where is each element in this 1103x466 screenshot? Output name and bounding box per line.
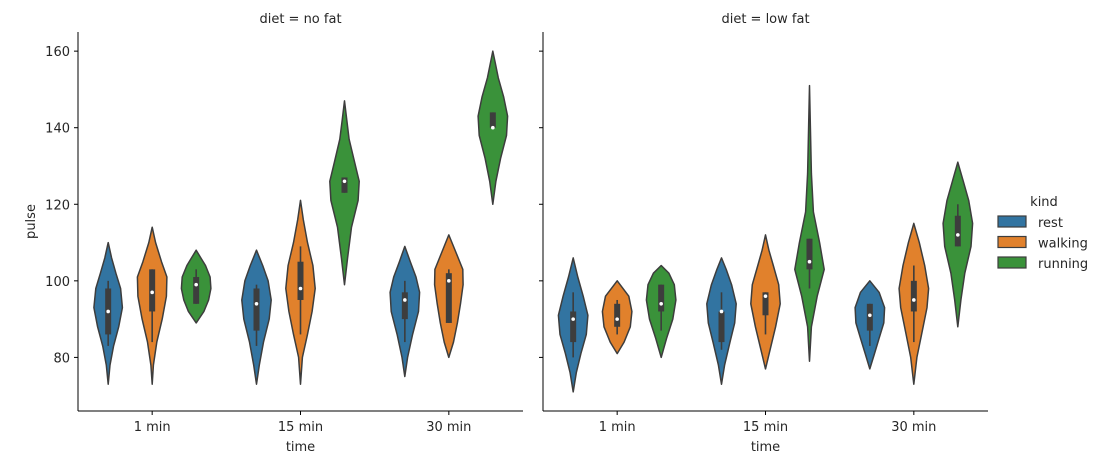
violin-median-point <box>254 302 259 306</box>
x-tick-label: 30 min <box>891 420 936 435</box>
violin-iqr-box <box>401 292 408 320</box>
legend-label: running <box>1038 257 1088 272</box>
violin-group <box>241 249 272 385</box>
violin-group <box>93 241 124 385</box>
violin-median-point <box>150 290 154 295</box>
violin-group <box>645 264 677 359</box>
violin-iqr-box <box>149 269 156 312</box>
violin-median-point <box>719 309 724 314</box>
legend-label: walking <box>1038 237 1088 252</box>
violin-iqr-box <box>253 288 260 331</box>
violin-group <box>389 245 421 378</box>
violin-median-point <box>447 279 451 283</box>
violin-group <box>794 84 825 362</box>
violin-iqr-box <box>193 277 200 304</box>
legend-label: rest <box>1038 216 1063 231</box>
violin-median-point <box>194 282 198 287</box>
violin-median-point <box>956 233 960 237</box>
violin-iqr-box <box>445 273 452 323</box>
y-tick-label: 160 <box>45 45 70 60</box>
violin-group <box>854 280 886 370</box>
violin-iqr-box <box>614 303 621 327</box>
violin-group <box>285 199 316 385</box>
violin-group <box>898 222 930 385</box>
violin-median-point <box>763 294 768 298</box>
violin-iqr-box <box>297 261 304 300</box>
legend-title: kind <box>1030 195 1058 210</box>
violin-iqr-box <box>570 311 577 343</box>
facet-panel: diet = no fat 80 100 120 140 160 1 min 15 min 30… <box>45 12 523 455</box>
violin-group <box>477 50 509 206</box>
y-tick-label: 80 <box>53 351 70 366</box>
legend-swatch <box>997 215 1027 228</box>
violin-body <box>794 84 825 362</box>
legend: kind rest walking running <box>997 195 1088 272</box>
facet-title: diet = no fat <box>259 12 341 27</box>
violin-group <box>433 234 464 359</box>
violin-iqr-box <box>806 238 813 270</box>
y-axis-label: pulse <box>24 204 39 239</box>
y-tick-label: 140 <box>45 122 70 137</box>
violin-group <box>601 280 633 355</box>
violin-median-point <box>615 317 619 321</box>
violin-group <box>942 161 974 328</box>
x-tick-label: 1 min <box>134 420 171 435</box>
violin-iqr-box <box>910 280 917 312</box>
x-tick-label: 15 min <box>743 420 788 435</box>
legend-swatch <box>997 256 1027 269</box>
x-axis-label: time <box>751 440 780 455</box>
facet-panel: diet = low fat 1 min 15 min 30 min time <box>539 12 988 455</box>
violin-group <box>180 249 212 324</box>
violin-iqr-box <box>866 303 873 331</box>
violin-median-point <box>912 298 916 302</box>
violin-median-point <box>868 313 872 318</box>
violin-body <box>329 100 360 286</box>
y-tick-label: 100 <box>45 275 70 290</box>
violin-median-point <box>298 286 303 291</box>
violin-group <box>136 226 168 385</box>
violin-iqr-box <box>762 292 769 316</box>
x-tick-label: 1 min <box>599 420 636 435</box>
panels-layer: diet = no fat 80 100 120 140 160 1 min 15 min 30… <box>24 12 988 455</box>
violin-median-point <box>403 298 407 302</box>
violin-median-point <box>491 125 495 130</box>
legend-swatch <box>997 235 1027 249</box>
violin-median-point <box>659 302 663 306</box>
facet-title: diet = low fat <box>721 12 809 27</box>
violin-group <box>750 234 781 370</box>
violin-median-point <box>106 309 110 314</box>
violin-group <box>557 257 589 393</box>
violin-group <box>329 100 360 286</box>
violin-group <box>706 257 737 385</box>
violin-iqr-box <box>658 284 665 312</box>
violin-median-point <box>342 179 347 184</box>
y-tick-label: 120 <box>45 198 70 213</box>
violin-iqr-box <box>489 112 496 128</box>
violin-iqr-box <box>341 177 348 193</box>
x-tick-label: 15 min <box>278 420 323 435</box>
x-tick-label: 30 min <box>426 420 471 435</box>
x-axis-label: time <box>286 440 315 455</box>
violin-median-point <box>807 259 812 264</box>
violin-iqr-box <box>954 215 961 247</box>
violin-median-point <box>571 317 575 321</box>
violin-iqr-box <box>718 311 725 343</box>
